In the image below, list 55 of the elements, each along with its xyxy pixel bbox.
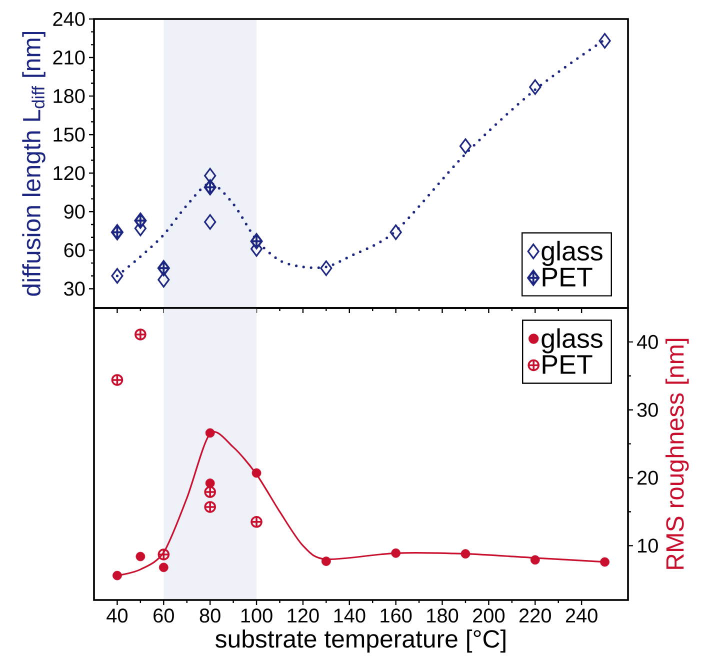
x-tick-label: 60 bbox=[154, 608, 174, 623]
x-tick-label: 220 bbox=[520, 608, 551, 623]
point bbox=[204, 486, 216, 498]
legend-label: glass bbox=[542, 240, 602, 266]
y-tick-label: 210 bbox=[53, 50, 85, 65]
x-tick-label: 140 bbox=[334, 608, 366, 623]
x-tick-label: 100 bbox=[241, 608, 272, 623]
point bbox=[134, 328, 146, 340]
point bbox=[204, 214, 216, 230]
point bbox=[600, 557, 610, 567]
point bbox=[158, 562, 168, 572]
point bbox=[529, 79, 542, 95]
y-tick-label: 180 bbox=[54, 89, 85, 104]
y-tick-label: 30 bbox=[64, 282, 85, 296]
y-axis-title: diffusion length L$_{diff}$ [nm] bbox=[22, 32, 46, 296]
point bbox=[598, 33, 611, 49]
legend-label: PET bbox=[542, 355, 592, 374]
point bbox=[320, 260, 332, 276]
point bbox=[204, 168, 216, 184]
point bbox=[252, 468, 262, 478]
y2-tick-label: 10 bbox=[638, 538, 658, 553]
y-tick-label: 240 bbox=[53, 12, 85, 26]
x-tick-label: 120 bbox=[288, 608, 319, 623]
point bbox=[205, 478, 215, 488]
y2-tick-label: 30 bbox=[637, 402, 658, 417]
point bbox=[111, 268, 124, 284]
y-tick-label: 90 bbox=[64, 204, 85, 219]
legend-label: PET bbox=[542, 268, 592, 286]
point bbox=[530, 555, 540, 565]
y-tick-label: 120 bbox=[54, 166, 85, 180]
point bbox=[390, 224, 402, 240]
y2-axis-title: RMS roughness [nm] bbox=[666, 338, 689, 569]
x-tick-label: 80 bbox=[200, 608, 220, 623]
legend-label: glass bbox=[542, 328, 602, 354]
x-tick-label: 180 bbox=[427, 608, 458, 623]
y-tick-label: 150 bbox=[54, 128, 85, 142]
point bbox=[204, 501, 216, 513]
point bbox=[460, 549, 470, 559]
point bbox=[112, 570, 122, 580]
y2-tick-label: 40 bbox=[636, 334, 658, 349]
x-tick-label: 200 bbox=[473, 608, 505, 623]
point bbox=[158, 548, 170, 560]
point bbox=[205, 428, 215, 438]
point bbox=[111, 374, 124, 386]
point bbox=[321, 556, 331, 566]
point bbox=[459, 138, 472, 154]
point bbox=[250, 516, 262, 528]
x-tick-label: 240 bbox=[566, 608, 598, 623]
x-tick-label: 160 bbox=[380, 608, 412, 623]
point bbox=[391, 548, 401, 558]
y2-tick-label: 20 bbox=[638, 470, 658, 485]
x-tick-label: 40 bbox=[106, 608, 128, 623]
x-axis-title: substrate temperature [°C] bbox=[216, 629, 506, 653]
y-tick-label: 60 bbox=[64, 243, 85, 258]
point bbox=[136, 552, 146, 562]
